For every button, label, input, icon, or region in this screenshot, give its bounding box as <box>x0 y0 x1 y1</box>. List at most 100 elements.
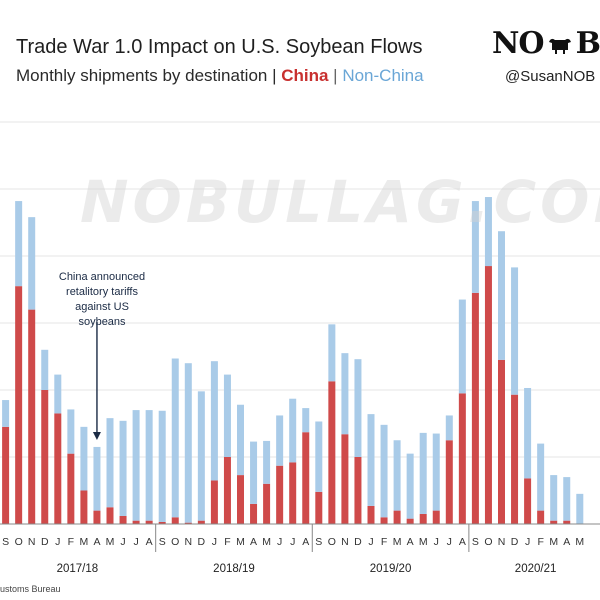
bar-china <box>171 517 179 524</box>
subtitle-separator: | <box>328 66 343 85</box>
bar-non-china <box>171 358 179 518</box>
bar-china <box>380 517 388 524</box>
chart-title: Trade War 1.0 Impact on U.S. Soybean Flo… <box>16 36 423 58</box>
bar-china <box>367 505 375 524</box>
x-tick-label: A <box>93 536 100 548</box>
bar-non-china <box>184 363 192 523</box>
x-tick-label: D <box>511 536 519 548</box>
bar-china <box>132 520 140 524</box>
bar-non-china <box>276 415 284 466</box>
bar-china <box>445 440 453 524</box>
x-tick-label: A <box>146 536 153 548</box>
period-label: 2018/19 <box>213 563 255 575</box>
x-tick-label: M <box>419 536 428 548</box>
x-tick-label: F <box>224 536 230 548</box>
x-tick-label: J <box>212 536 217 548</box>
x-tick-label: N <box>498 536 506 548</box>
bar-china <box>197 520 205 524</box>
bar-non-china <box>158 410 166 522</box>
source-note: ustoms Bureau <box>0 584 61 594</box>
bar-non-china <box>41 349 49 390</box>
x-tick-label: O <box>15 536 23 548</box>
bar-non-china <box>445 415 453 441</box>
bar-non-china <box>524 387 532 479</box>
bar-non-china <box>458 299 466 394</box>
x-tick-label: J <box>55 536 60 548</box>
bar-non-china <box>419 432 427 514</box>
x-tick-label: N <box>185 536 193 548</box>
bar-china <box>328 381 336 524</box>
bar-china <box>341 434 349 524</box>
x-tick-label: N <box>28 536 36 548</box>
bar-china <box>93 510 101 524</box>
bar-non-china <box>119 420 127 516</box>
logo-text-left: NO <box>492 26 545 61</box>
bar-non-china <box>93 446 101 511</box>
bar-china <box>28 309 36 524</box>
bar-non-china <box>315 421 323 492</box>
x-tick-label: J <box>290 536 295 548</box>
x-tick-label: J <box>133 536 138 548</box>
bar-non-china <box>341 353 349 435</box>
bar-non-china <box>2 400 10 427</box>
bar-china <box>432 510 440 524</box>
bar-china <box>354 457 362 524</box>
bar-non-china <box>511 267 519 395</box>
x-tick-label: N <box>341 536 349 548</box>
x-tick-label: D <box>41 536 49 548</box>
x-tick-label: M <box>575 536 584 548</box>
bar-non-china <box>67 409 75 454</box>
bar-non-china <box>328 324 336 382</box>
bar-china <box>158 521 166 524</box>
x-tick-label: S <box>315 536 322 548</box>
social-handle: @SusanNOB <box>505 68 596 85</box>
x-tick-label: A <box>407 536 414 548</box>
bar-non-china <box>223 374 231 457</box>
watermark: NOBULLAG.COM <box>80 168 600 236</box>
bar-non-china <box>132 410 140 521</box>
x-tick-label: F <box>68 536 74 548</box>
subtitle-nonchina: Non-China <box>342 66 424 85</box>
logo-text-right: BU <box>575 26 600 61</box>
period-label: 2020/21 <box>515 563 557 575</box>
bar-china <box>471 292 479 524</box>
x-tick-label: D <box>354 536 362 548</box>
bar-china <box>563 520 571 524</box>
bar-china <box>119 515 127 524</box>
bar-china <box>511 394 519 524</box>
bars <box>2 197 584 524</box>
bar-china <box>67 453 75 524</box>
bar-non-china <box>367 414 375 506</box>
bar-china <box>250 503 258 524</box>
period-label: 2017/18 <box>57 563 99 575</box>
x-tick-label: M <box>393 536 402 548</box>
bar-non-china <box>576 493 584 524</box>
bar-china <box>15 286 23 524</box>
chart-subtitle: Monthly shipments by destination | China… <box>16 66 424 86</box>
bar-non-china <box>498 231 505 360</box>
bar-china <box>458 393 466 524</box>
bar-china <box>80 490 88 524</box>
bar-china <box>302 432 310 524</box>
bar-non-china <box>432 433 440 511</box>
bar-non-china <box>289 398 297 463</box>
bar-china <box>524 478 532 524</box>
bar-non-china <box>302 408 310 433</box>
bar-non-china <box>15 201 23 287</box>
subtitle-china: China <box>281 66 329 85</box>
tariff-annotation: China announced retalitory tariffs again… <box>58 271 146 328</box>
x-tick-label: A <box>563 536 570 548</box>
bar-non-china <box>484 197 492 267</box>
bar-non-china <box>106 418 114 508</box>
bar-china <box>41 390 49 524</box>
x-tick-label: M <box>262 536 271 548</box>
bar-china <box>54 413 62 524</box>
x-tick-label: F <box>381 536 387 548</box>
x-tick-label: M <box>549 536 558 548</box>
x-tick-label: A <box>459 536 466 548</box>
bar-china <box>106 507 114 524</box>
x-tick-label: A <box>250 536 257 548</box>
bar-non-china <box>406 453 414 519</box>
x-tick-label: O <box>171 536 179 548</box>
